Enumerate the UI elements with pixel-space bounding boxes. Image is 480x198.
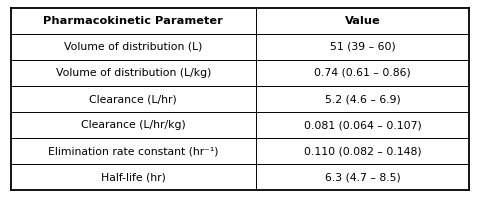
Text: Volume of distribution (L): Volume of distribution (L) bbox=[64, 42, 203, 52]
Bar bbox=[11, 60, 469, 86]
Text: Value: Value bbox=[345, 16, 381, 26]
Text: Elimination rate constant (hr⁻¹): Elimination rate constant (hr⁻¹) bbox=[48, 146, 218, 156]
Text: Half-life (hr): Half-life (hr) bbox=[101, 172, 166, 182]
Text: 0.081 (0.064 – 0.107): 0.081 (0.064 – 0.107) bbox=[304, 120, 421, 130]
Text: 0.74 (0.61 – 0.86): 0.74 (0.61 – 0.86) bbox=[314, 68, 411, 78]
Text: Clearance (L/hr): Clearance (L/hr) bbox=[89, 94, 177, 104]
Text: 5.2 (4.6 – 6.9): 5.2 (4.6 – 6.9) bbox=[325, 94, 401, 104]
Text: Pharmacokinetic Parameter: Pharmacokinetic Parameter bbox=[43, 16, 223, 26]
Bar bbox=[11, 8, 469, 34]
Text: 6.3 (4.7 – 8.5): 6.3 (4.7 – 8.5) bbox=[325, 172, 401, 182]
Text: 0.110 (0.082 – 0.148): 0.110 (0.082 – 0.148) bbox=[304, 146, 421, 156]
Bar bbox=[11, 86, 469, 112]
Bar bbox=[11, 112, 469, 138]
Text: Clearance (L/hr/kg): Clearance (L/hr/kg) bbox=[81, 120, 186, 130]
Bar bbox=[11, 34, 469, 60]
Text: Volume of distribution (L/kg): Volume of distribution (L/kg) bbox=[56, 68, 211, 78]
Bar bbox=[11, 138, 469, 164]
Text: 51 (39 – 60): 51 (39 – 60) bbox=[330, 42, 396, 52]
Bar bbox=[11, 164, 469, 190]
